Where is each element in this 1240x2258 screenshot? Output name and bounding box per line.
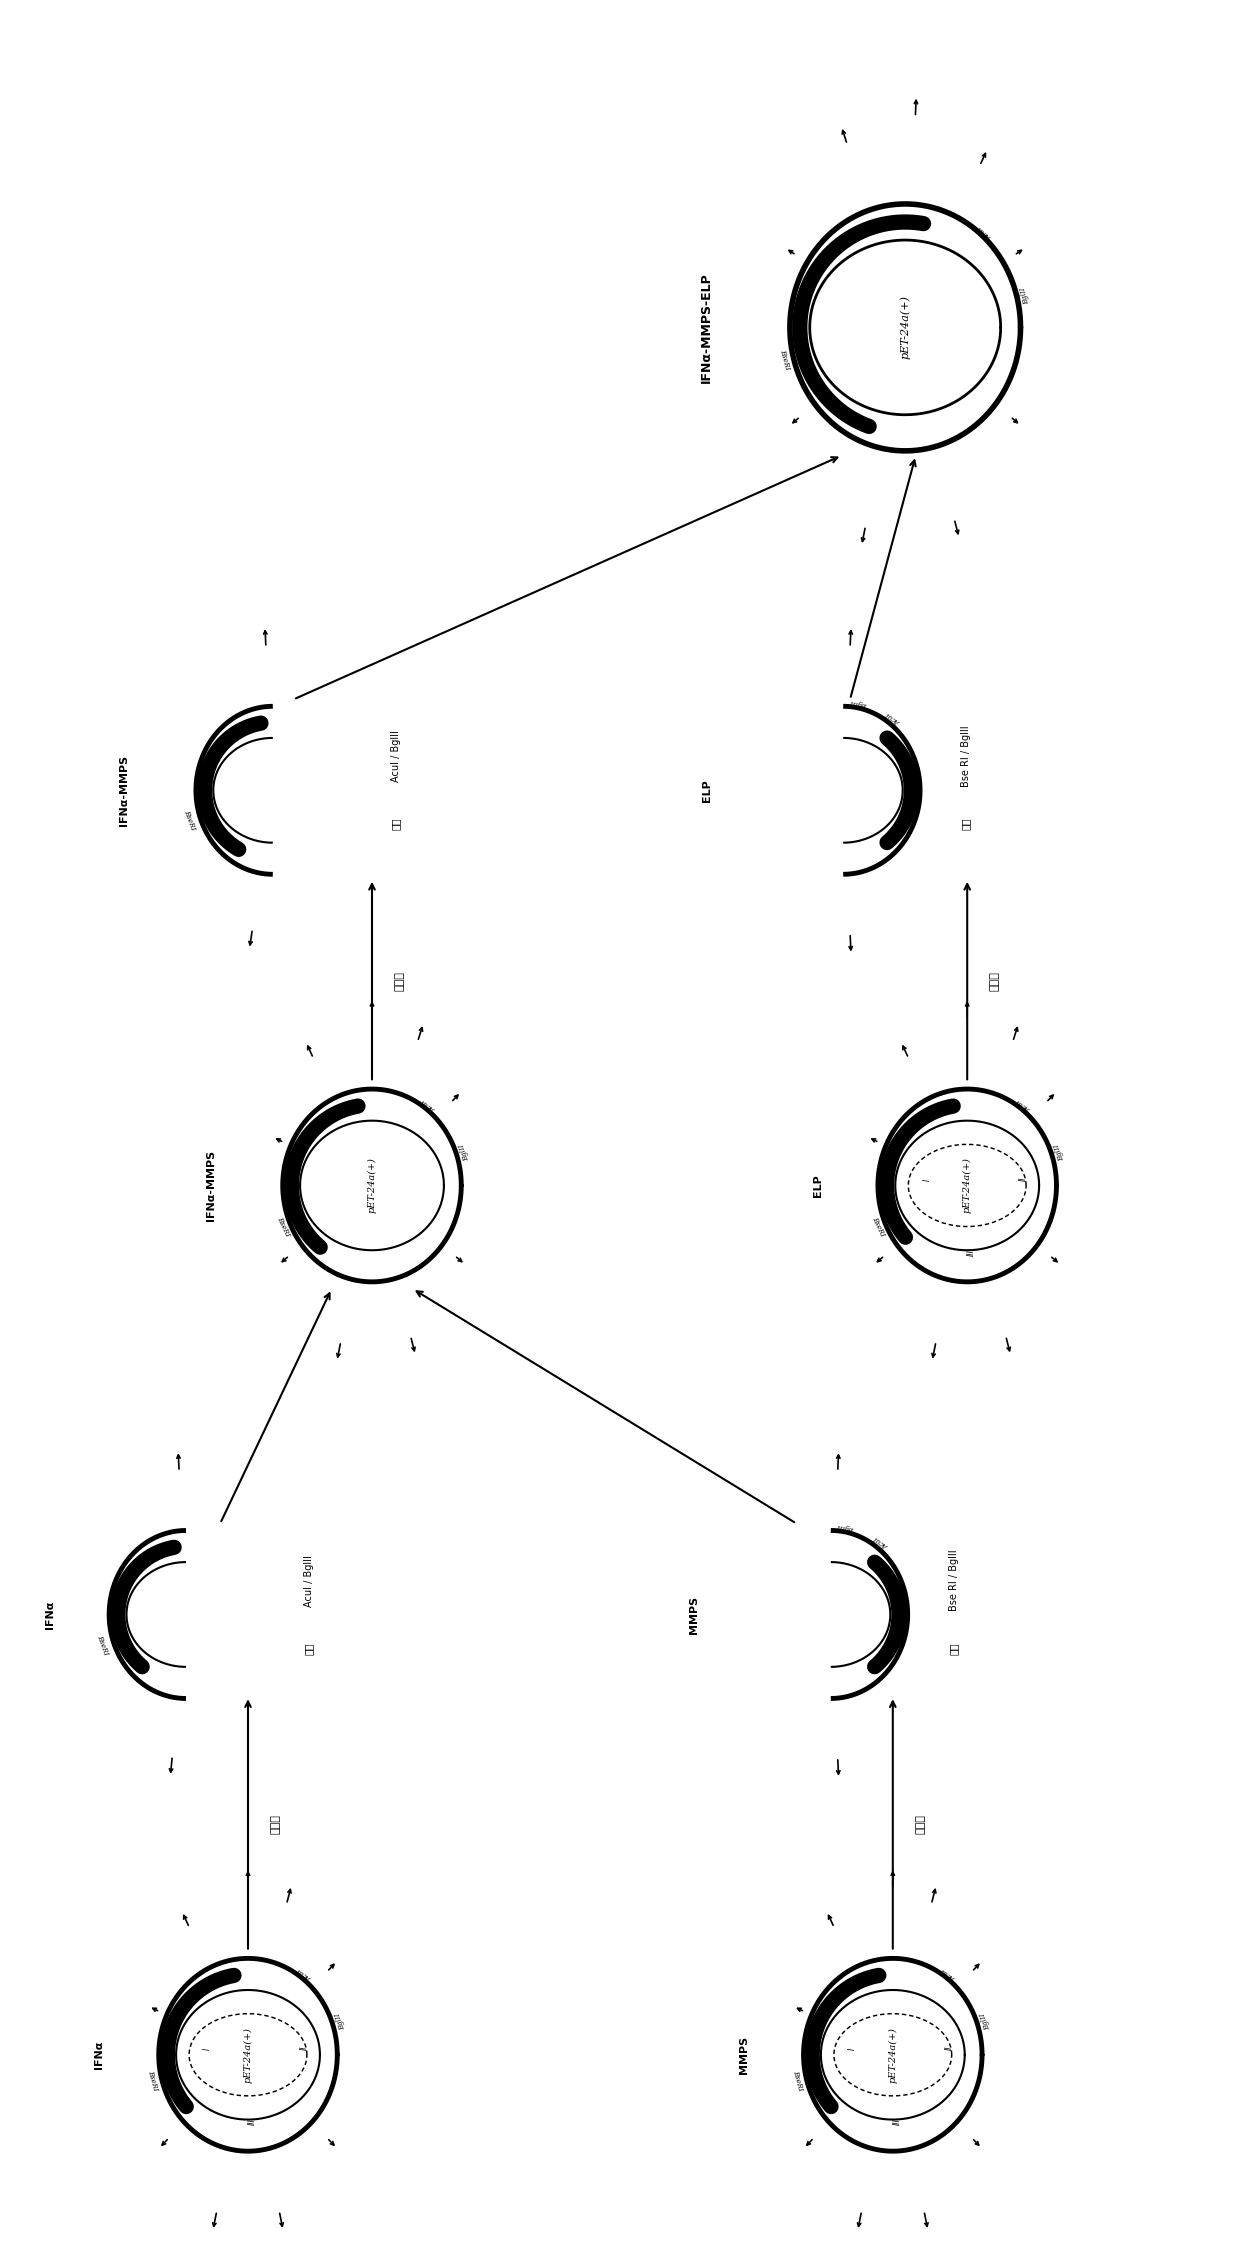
Text: BseRI: BseRI — [182, 808, 197, 831]
Text: IFNα: IFNα — [94, 2041, 104, 2068]
Text: BseRI: BseRI — [275, 1215, 291, 1237]
Text: IFNα-MMPS: IFNα-MMPS — [206, 1149, 216, 1222]
Text: II: II — [300, 2046, 309, 2050]
Text: AcuI: AcuI — [873, 1533, 890, 1549]
Text: AcuI: AcuI — [295, 1967, 314, 1983]
Text: AcuI: AcuI — [885, 709, 903, 725]
Text: BseRI: BseRI — [779, 348, 791, 370]
Text: BglII: BglII — [1053, 1143, 1066, 1161]
Text: pET-24a(+): pET-24a(+) — [367, 1158, 377, 1213]
Text: 双酶切: 双酶切 — [990, 971, 999, 991]
Text: pET-24a(+): pET-24a(+) — [888, 2028, 898, 2082]
Text: 酶切: 酶切 — [949, 1642, 959, 1655]
Text: BseRI: BseRI — [870, 1215, 887, 1237]
Text: 双酶切: 双酶切 — [915, 1813, 925, 1833]
Text: III: III — [248, 2118, 257, 2125]
Text: MMPS: MMPS — [739, 2037, 749, 2073]
Text: AcuI / BglII: AcuI / BglII — [304, 1556, 314, 1605]
Text: IFNα-MMPS: IFNα-MMPS — [119, 754, 129, 826]
Text: pET-24a(+): pET-24a(+) — [900, 296, 910, 359]
Text: AcuI: AcuI — [1014, 1097, 1033, 1113]
Text: BseRI: BseRI — [791, 2068, 805, 2091]
Text: III: III — [893, 2118, 901, 2125]
Text: AcuI / BglII: AcuI / BglII — [391, 732, 401, 781]
Text: AcuI: AcuI — [976, 224, 994, 239]
Text: 双酶切: 双酶切 — [270, 1813, 280, 1833]
Text: 酶切: 酶切 — [304, 1642, 314, 1655]
Text: BglII: BglII — [1019, 287, 1032, 305]
Text: Bse RI / BglII: Bse RI / BglII — [961, 725, 971, 788]
Text: II: II — [1019, 1176, 1028, 1181]
Text: II: II — [945, 2046, 954, 2050]
Text: 酶切: 酶切 — [391, 817, 401, 831]
Text: BseRI: BseRI — [146, 2068, 160, 2091]
Text: AcuI: AcuI — [940, 1967, 959, 1983]
Text: BglII: BglII — [837, 1522, 856, 1533]
Text: BseRI: BseRI — [95, 1633, 110, 1655]
Text: III: III — [967, 1249, 976, 1255]
Text: BglII: BglII — [978, 2012, 992, 2030]
Text: 双酶切: 双酶切 — [394, 971, 404, 991]
Text: AcuI: AcuI — [419, 1097, 438, 1113]
Text: pET-24a(+): pET-24a(+) — [962, 1158, 972, 1213]
Text: IFNα: IFNα — [45, 1601, 55, 1628]
Text: Bse RI / BglII: Bse RI / BglII — [949, 1549, 959, 1612]
Text: pET-24a(+): pET-24a(+) — [243, 2028, 253, 2082]
Text: ELP: ELP — [813, 1174, 823, 1197]
Text: IFNα-MMPS-ELP: IFNα-MMPS-ELP — [701, 271, 713, 384]
Text: MMPS: MMPS — [689, 1596, 699, 1633]
Text: ELP: ELP — [702, 779, 712, 802]
Text: BglII: BglII — [458, 1143, 471, 1161]
Text: BglII: BglII — [334, 2012, 347, 2030]
Text: 酶切: 酶切 — [961, 817, 971, 831]
Text: BglII: BglII — [849, 698, 868, 709]
